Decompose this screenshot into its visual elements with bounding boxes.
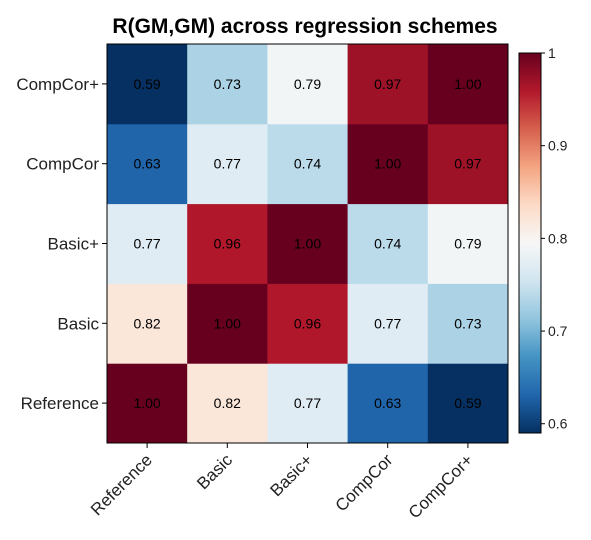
heatmap-cell [267, 283, 349, 364]
cell-value-label: 0.96 [214, 236, 241, 252]
cell-value-label: 0.77 [374, 315, 401, 331]
cell-value-label: 0.59 [133, 76, 160, 92]
cell-value-label: 0.74 [294, 156, 321, 172]
heatmap-cell [187, 123, 268, 205]
heatmap-cell [347, 123, 429, 205]
heatmap-cell [427, 44, 509, 125]
heatmap-cell [187, 44, 268, 125]
cell-value-label: 0.73 [454, 315, 481, 331]
heatmap-cell [267, 123, 349, 205]
cell-value-label: 0.96 [294, 315, 321, 331]
x-tick-label: Reference [87, 450, 156, 519]
heatmap-cell [427, 123, 509, 205]
x-tick-label: Basic [193, 450, 236, 493]
heatmap-cell [347, 363, 429, 444]
cell-value-label: 0.59 [454, 395, 481, 411]
colorbar-tick-label: 0.6 [548, 416, 568, 432]
cell-value-label: 1.00 [133, 395, 160, 411]
y-tick-label: CompCor [26, 155, 99, 174]
x-tick-label: Basic+ [266, 450, 316, 500]
heatmap-cell [347, 203, 429, 284]
heatmap-cell [187, 283, 268, 364]
cell-value-label: 0.79 [294, 76, 321, 92]
cell-value-label: 1.00 [374, 156, 401, 172]
heatmap-cell [427, 203, 509, 284]
heatmap-cell [107, 283, 188, 364]
heatmap-cell [267, 203, 349, 284]
heatmap-cell [427, 363, 509, 444]
colorbar: 0.6 0.7 0.8 0.9 1 [518, 45, 568, 434]
cell-value-label: 0.63 [133, 156, 160, 172]
heatmap-cell [187, 363, 268, 444]
x-tick-label: CompCor+ [405, 450, 477, 522]
y-tick-label: Reference [21, 394, 99, 413]
cell-value-label: 1.00 [454, 76, 481, 92]
heatmap-cell [267, 44, 349, 125]
colorbar-tick-label: 0.8 [548, 230, 568, 246]
y-axis: Reference Basic Basic+ CompCor CompCor+ [16, 75, 107, 413]
cell-value-label: 0.63 [374, 395, 401, 411]
cell-value-label: 0.74 [374, 236, 401, 252]
heatmap-cell [107, 123, 188, 205]
cell-value-label: 0.79 [454, 236, 481, 252]
cell-value-label: 0.77 [133, 236, 160, 252]
cell-value-label: 0.77 [214, 156, 241, 172]
colorbar-tick-label: 0.7 [548, 323, 568, 339]
cell-value-label: 0.82 [214, 395, 241, 411]
x-tick-label: CompCor [332, 450, 397, 515]
heatmap-cell [187, 203, 268, 284]
cell-value-label: 0.82 [133, 315, 160, 331]
cell-value-label: 0.97 [374, 76, 401, 92]
cell-value-label: 0.77 [294, 395, 321, 411]
heatmap-cell [347, 283, 429, 364]
heatmap-cell [107, 44, 188, 125]
heatmap-cell [267, 363, 349, 444]
chart-title: R(GM,GM) across regression schemes [112, 15, 497, 38]
cell-value-label: 0.73 [214, 76, 241, 92]
colorbar-gradient [518, 52, 542, 434]
cell-value-label: 1.00 [294, 236, 321, 252]
y-tick-label: Basic+ [48, 235, 100, 254]
heatmap-cells: 1.00 0.82 0.77 0.63 0.59 0.82 1.00 0.96 0.77 0.73… [107, 44, 509, 444]
heatmap-cell [427, 283, 509, 364]
heatmap-cell [347, 44, 429, 125]
cell-value-label: 0.97 [454, 156, 481, 172]
x-axis: Reference Basic Basic+ CompCor CompCor+ [87, 443, 477, 522]
colorbar-tick-label: 1 [548, 45, 556, 61]
y-tick-label: CompCor+ [16, 75, 99, 94]
heatmap-cell [107, 203, 188, 284]
heatmap-cell [107, 363, 188, 444]
colorbar-tick-label: 0.9 [548, 138, 568, 154]
cell-value-label: 1.00 [214, 315, 241, 331]
y-tick-label: Basic [57, 314, 99, 333]
